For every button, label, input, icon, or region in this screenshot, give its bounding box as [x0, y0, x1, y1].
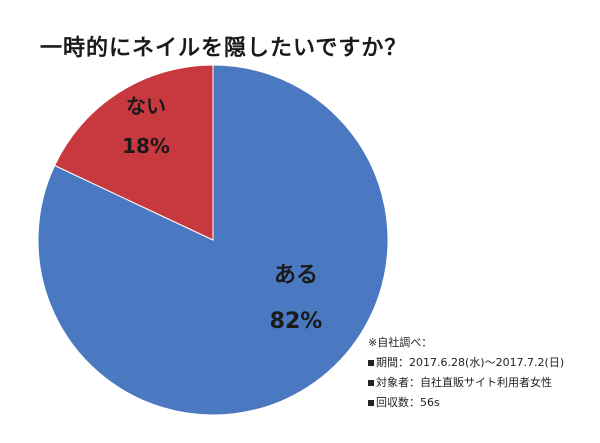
- slice-value-label-0: 82%: [270, 309, 323, 334]
- bullet-square-icon: [368, 360, 374, 366]
- survey-notes: ※自社調べ： 期間：2017.6.28(水)～2017.7.2(日) 対象者：自…: [368, 333, 564, 413]
- notes-period-row: 期間：2017.6.28(水)～2017.7.2(日): [368, 353, 564, 373]
- notes-count: 回収数：56s: [376, 396, 440, 409]
- notes-count-row: 回収数：56s: [368, 393, 564, 413]
- slice-value-label-1: 18%: [122, 134, 170, 158]
- bullet-square-icon: [368, 400, 374, 406]
- notes-period: 期間：2017.6.28(水)～2017.7.2(日): [376, 356, 565, 369]
- slice-label-0: ある: [274, 263, 318, 288]
- chart-title: 一時的にネイルを隠したいですか？: [40, 36, 408, 61]
- notes-header: ※自社調べ：: [368, 336, 433, 349]
- bullet-square-icon: [368, 380, 374, 386]
- pie-slice-1: [53, 64, 214, 241]
- notes-target-row: 対象者：自社直販サイト利用者女性: [368, 373, 564, 393]
- slice-label-1: ない: [126, 94, 166, 118]
- notes-target: 対象者：自社直販サイト利用者女性: [376, 376, 552, 389]
